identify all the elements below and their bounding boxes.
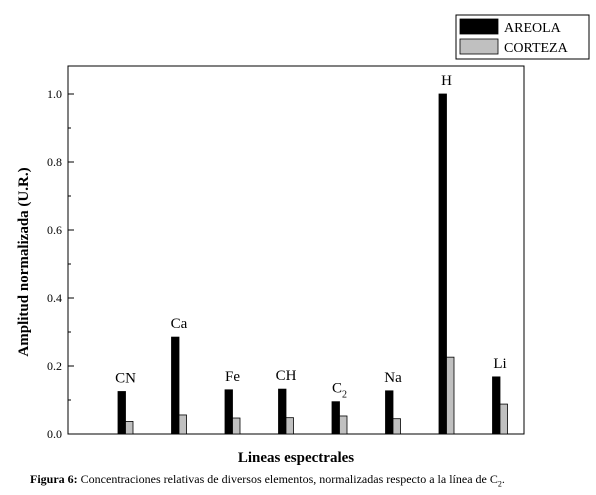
category-label-text: Li [493, 356, 506, 372]
y-axis-label: Amplitud normalizada (U.R.) [16, 167, 32, 356]
legend: AREOLA CORTEZA [455, 14, 590, 60]
category-label: H [441, 73, 452, 89]
bar-corteza-c2 [339, 415, 348, 435]
bar-areola-c2 [331, 401, 340, 435]
y-tick-label: 0.2 [47, 359, 62, 373]
bar-areola-cn [117, 391, 126, 435]
bar-areola-li [492, 376, 501, 435]
bar-corteza-cn [125, 421, 134, 435]
legend-label-corteza: CORTEZA [504, 41, 569, 56]
category-label: C2 [332, 381, 347, 401]
y-tick-label: 0.6 [47, 223, 62, 237]
y-tick-label: 0.4 [47, 291, 62, 305]
bar-areola-na [385, 390, 394, 435]
bar-corteza-fe [232, 417, 241, 435]
y-tick-label: 0.0 [47, 427, 62, 441]
bar-corteza-ch [285, 417, 294, 435]
legend-swatch-corteza [459, 38, 499, 55]
caption-text: Concentraciones relativas de diversos el… [77, 472, 498, 486]
y-axis: 0.0 0.2 0.4 0.6 0.8 1.0 [47, 87, 74, 441]
legend-label-areola: AREOLA [504, 21, 562, 36]
caption-subscript: 2 [497, 479, 502, 489]
category-label: Na [384, 370, 402, 386]
figure-caption: Figura 6: Concentraciones relativas de d… [30, 472, 596, 488]
category-label-text: H [441, 73, 452, 89]
category-label-text: Fe [225, 369, 240, 385]
bar-areola-ca [171, 336, 180, 435]
category-label: CH [276, 368, 297, 384]
caption-end: . [501, 472, 505, 486]
bar-corteza-h [446, 356, 455, 435]
category-label-text: CN [115, 371, 136, 387]
category-label: CN [115, 371, 136, 387]
bar-corteza-li [499, 403, 508, 435]
category-label: Fe [225, 369, 240, 385]
y-tick-label: 1.0 [47, 87, 62, 101]
category-labels: CN Ca Fe CH C2 Na H Li [115, 73, 507, 401]
legend-swatch-areola [459, 18, 499, 35]
plot-frame [67, 65, 525, 435]
category-label: Ca [171, 316, 188, 332]
category-label-text: Ca [171, 316, 188, 332]
bar-corteza-ca [178, 414, 187, 435]
bars [117, 93, 508, 435]
bar-areola-h [438, 93, 447, 435]
category-label-text: C [332, 381, 342, 397]
category-label: Li [493, 356, 506, 372]
bar-areola-fe [224, 389, 233, 435]
y-tick-label: 0.8 [47, 155, 62, 169]
x-axis-label: Lineas espectrales [238, 450, 354, 466]
bar-areola-ch [278, 388, 287, 435]
caption-prefix: Figura 6: [30, 472, 78, 486]
bar-corteza-na [392, 418, 401, 435]
category-label-text: Na [384, 370, 402, 386]
category-label-subscript: 2 [342, 390, 347, 401]
category-label-text: CH [276, 368, 297, 384]
